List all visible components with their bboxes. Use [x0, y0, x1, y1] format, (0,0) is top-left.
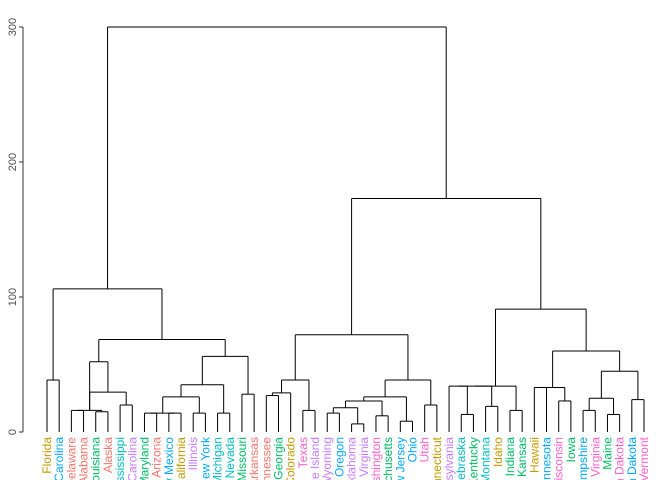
leaf-label: New Hampshire — [576, 437, 590, 480]
leaf-label: South Dakota — [625, 437, 639, 480]
leaf-label: Nebraska — [454, 437, 468, 480]
leaf-label: Kentucky — [466, 437, 480, 480]
leaf-label: Michigan — [211, 437, 225, 480]
leaf-label: New York — [198, 436, 212, 480]
leaf-label: Washington — [369, 437, 383, 480]
leaf-label: Oregon — [332, 437, 346, 477]
leaf-label: West Virginia — [588, 437, 602, 480]
y-tick-label: 300 — [7, 18, 19, 36]
leaf-label: Tennessee — [259, 437, 273, 480]
leaf-label: Oklahoma — [345, 437, 359, 480]
leaf-label: Arkansas — [247, 437, 261, 480]
leaf-label: Massachusetts — [381, 437, 395, 480]
leaf-label: North Dakota — [613, 437, 627, 480]
leaf-label: Rhode Island — [308, 437, 322, 480]
leaf-label: Utah — [418, 437, 432, 462]
leaf-label: Maryland — [137, 437, 151, 480]
leaf-label: Alabama — [77, 437, 91, 480]
y-tick-label: 0 — [7, 429, 19, 435]
leaf-label: Connecticut — [430, 436, 444, 480]
y-axis: 0 100 200 300 — [7, 18, 24, 435]
leaf-label: Ohio — [406, 437, 420, 463]
leaf-label: Missouri — [235, 437, 249, 480]
leaf-label: Delaware — [64, 437, 78, 480]
leaf-label: California — [174, 437, 188, 480]
leaf-label: Louisiana — [89, 437, 103, 480]
leaf-label: Maine — [600, 437, 614, 470]
leaf-label: New Mexico — [162, 437, 176, 480]
leaf-label: Arizona — [150, 437, 164, 478]
leaf-label: Wyoming — [320, 437, 334, 480]
leaf-label: South Carolina — [125, 437, 139, 480]
leaf-label: Georgia — [271, 437, 285, 480]
leaf-label: Minnesota — [540, 437, 554, 480]
dendrogram-branches — [46, 26, 645, 432]
leaf-label: Wisconsin — [552, 437, 566, 480]
leaf-label: Idaho — [491, 437, 505, 467]
leaf-label: New Jersey — [393, 437, 407, 480]
leaf-label: North Carolina — [52, 437, 66, 480]
leaf-label: Iowa — [564, 437, 578, 463]
leaf-label: Virginia — [357, 437, 371, 477]
leaf-label: Illinois — [186, 437, 200, 470]
leaf-label: Kansas — [515, 437, 529, 477]
leaf-label: Indiana — [503, 437, 517, 477]
leaf-label: Montana — [479, 437, 493, 480]
leaf-label: Pennsylvania — [442, 437, 456, 480]
leaf-label: Texas — [296, 437, 310, 468]
leaf-label: Hawaii — [527, 437, 541, 473]
leaf-label: Alaska — [101, 437, 115, 473]
leaf-label: Nevada — [223, 437, 237, 479]
leaf-label: Colorado — [284, 437, 298, 480]
leaf-label: Florida — [40, 437, 54, 474]
y-tick-label: 100 — [7, 288, 19, 306]
leaf-label: Mississippi — [113, 437, 127, 480]
y-tick-label: 200 — [7, 153, 19, 171]
leaf-label: Vermont — [637, 436, 651, 480]
